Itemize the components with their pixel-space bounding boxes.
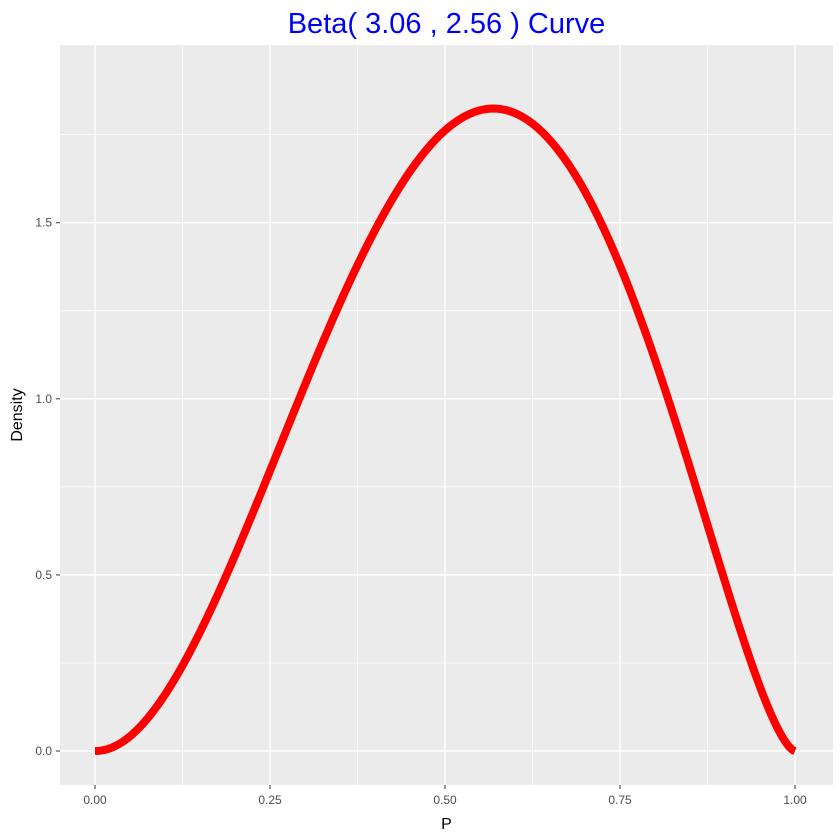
density-curve — [92, 104, 798, 755]
x-tick-label: 1.00 — [783, 793, 807, 807]
chart-title: Beta( 3.06 , 2.56 ) Curve — [288, 8, 606, 40]
y-tick-label: 0.5 — [35, 568, 52, 582]
y-axis: 0.0 0.5 1.0 1.5 — [35, 216, 60, 758]
x-axis: 0.00 0.25 0.50 0.75 1.00 — [83, 785, 807, 807]
minor-gridlines — [60, 45, 833, 785]
x-tick-label: 0.25 — [258, 793, 282, 807]
major-gridlines — [60, 45, 833, 785]
x-axis-label: P — [441, 816, 452, 833]
x-tick-label: 0.75 — [608, 793, 632, 807]
y-tick-label: 1.0 — [35, 392, 52, 406]
x-tick-label: 0.00 — [83, 793, 107, 807]
y-axis-label: Density — [9, 388, 26, 441]
x-tick-label: 0.50 — [433, 793, 457, 807]
y-tick-label: 0.0 — [35, 744, 52, 758]
y-tick-label: 1.5 — [35, 216, 52, 230]
